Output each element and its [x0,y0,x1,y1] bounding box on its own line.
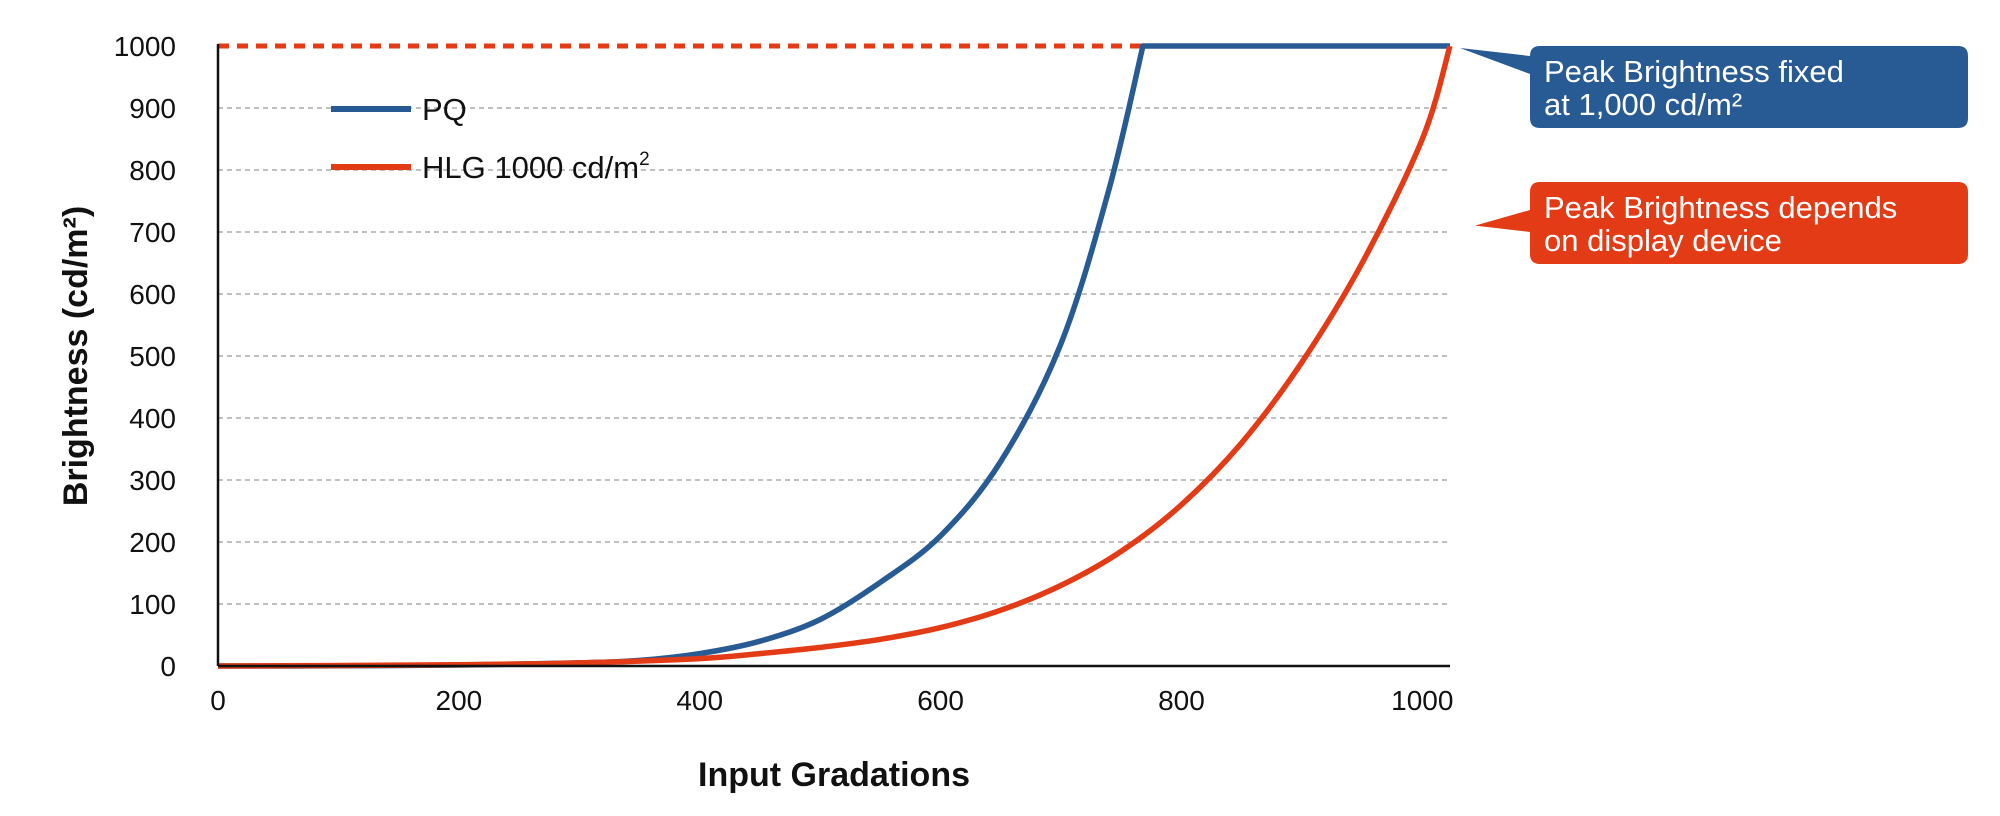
callout-device-peak-line-2: on display device [1544,223,1782,258]
callout-fixed-peak-line-2: at 1,000 cd/m² [1544,87,1742,122]
x-tick-label-0: 0 [210,685,226,716]
x-tick-label-600: 600 [917,685,964,716]
y-tick-label-900: 900 [129,93,176,124]
x-tick-labels: 0 200 400 600 800 1000 [210,685,1453,716]
legend-label-hlg: HLG 1000 cd/m2 [422,149,650,185]
y-tick-label-700: 700 [129,217,176,248]
callout-device-peak-box [1475,182,1968,264]
x-axis-title: Input Gradations [698,756,970,794]
callout-fixed-peak-line-1: Peak Brightness fixed [1544,54,1844,89]
callout-fixed-peak: Peak Brightness fixed at 1,000 cd/m² [1460,46,1968,128]
y-tick-label-400: 400 [129,403,176,434]
x-tick-label-1000: 1000 [1391,685,1453,716]
y-tick-label-300: 300 [129,465,176,496]
y-tick-label-600: 600 [129,279,176,310]
x-tick-label-400: 400 [676,685,723,716]
y-tick-label-200: 200 [129,527,176,558]
y-tick-label-100: 100 [129,589,176,620]
legend-label-hlg-superscript: 2 [639,149,650,170]
callout-device-peak: Peak Brightness depends on display devic… [1475,182,1968,264]
y-tick-label-1000: 1000 [114,31,176,62]
y-tick-labels: 0 100 200 300 400 500 600 700 800 900 1000 [114,31,176,682]
callout-fixed-peak-box [1460,46,1968,128]
y-tick-label-500: 500 [129,341,176,372]
x-tick-label-800: 800 [1158,685,1205,716]
legend-label-pq: PQ [422,92,467,127]
axes [216,44,1450,668]
grid-lines [218,107,1450,605]
y-tick-label-800: 800 [129,155,176,186]
y-axis-title: Brightness (cd/m²) [57,206,95,506]
x-tick-label-200: 200 [436,685,483,716]
legend-label-hlg-main: HLG 1000 cd/m [422,150,639,185]
series-line-hlg [217,45,1453,669]
y-tick-label-0: 0 [160,651,176,682]
callout-device-peak-line-1: Peak Brightness depends [1544,190,1897,225]
legend: PQ HLG 1000 cd/m2 [331,92,650,185]
